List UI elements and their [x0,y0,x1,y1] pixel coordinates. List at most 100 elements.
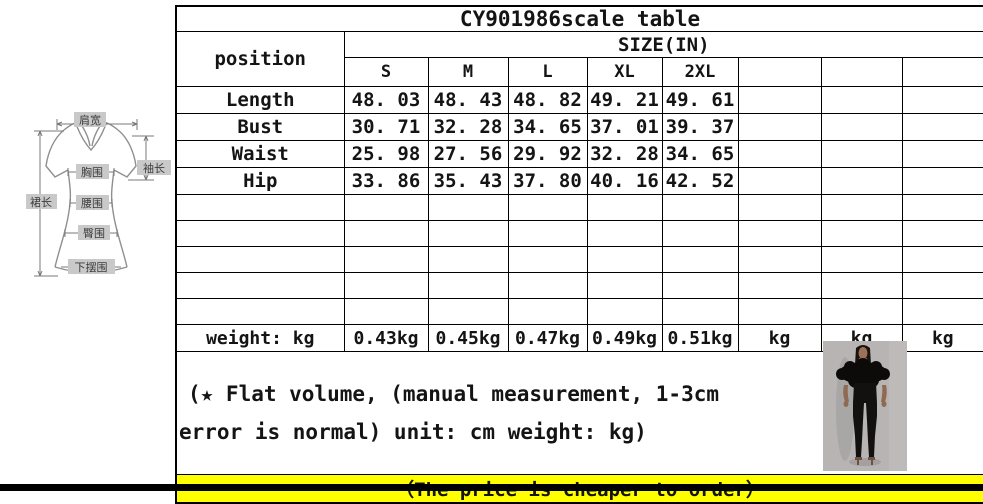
size-col-s: S [343,57,429,87]
dress-measurement-diagram: 肩宽 袖长 裙长 胸围 腰围 臀围 下摆围 [26,112,171,277]
empty-cell [175,272,345,299]
cell-value: 37. 01 [586,113,663,141]
empty-cell [661,246,739,273]
empty-cell [737,220,822,247]
product-photo [823,341,907,471]
empty-cell [901,194,983,221]
bottom-border-bar [0,484,983,491]
empty-cell [427,220,509,247]
empty-cell [661,298,739,325]
size-chart-page: 肩宽 袖长 裙长 胸围 腰围 臀围 下摆围 CY901986scale tabl… [0,5,983,504]
cell-value: 33. 86 [343,167,429,195]
empty-cell [737,194,822,221]
cell-value: 39. 37 [661,113,739,141]
empty-row [175,194,983,221]
row-label: Bust [175,113,345,141]
cell-value: 42. 52 [661,167,739,195]
note-line-2: error is normal) unit: cm weight: kg) [179,420,647,444]
size-col-empty [737,57,822,87]
size-col-empty [820,57,903,87]
table-row-hip: Hip 33. 86 35. 43 37. 80 40. 16 42. 52 [175,167,983,195]
cell-value: 27. 56 [427,140,509,168]
weight-value: 0.43kg [343,324,429,352]
cell-value: 40. 16 [586,167,663,195]
table-row-waist: Waist 25. 98 27. 56 29. 92 32. 28 34. 65 [175,140,983,168]
table-row-weight: weight: kg 0.43kg 0.45kg 0.47kg 0.49kg 0… [175,324,983,352]
empty-cell [175,194,345,221]
cell-value: 34. 65 [661,140,739,168]
empty-row [175,246,983,273]
empty-cell [175,246,345,273]
weight-row-label: weight: kg [175,324,345,352]
empty-cell [343,220,429,247]
empty-cell [820,246,903,273]
fur-top [836,358,890,388]
size-col-xl: XL [586,57,663,87]
weight-unit: kg [901,324,983,352]
diagram-labels: 肩宽 袖长 裙长 胸围 腰围 臀围 下摆围 [26,112,171,274]
empty-cell [661,220,739,247]
empty-cell [901,86,983,114]
empty-cell [507,220,588,247]
empty-cell [737,246,822,273]
empty-cell [820,113,903,141]
empty-cell [901,140,983,168]
size-col-2xl: 2XL [661,57,739,87]
empty-cell [820,272,903,299]
empty-cell [343,194,429,221]
empty-cell [343,272,429,299]
empty-cell [661,272,739,299]
empty-cell [427,272,509,299]
cell-value: 48. 03 [343,86,429,114]
measurement-note: (★ Flat volume, (manual measurement, 1-3… [177,375,983,451]
empty-cell [820,194,903,221]
empty-cell [901,220,983,247]
cell-value: 48. 43 [427,86,509,114]
hem-label: 下摆围 [75,260,108,274]
cell-value: 35. 43 [427,167,509,195]
position-header: position [175,31,345,87]
empty-cell [427,194,509,221]
row-label: Waist [175,140,345,168]
table-row-length: Length 48. 03 48. 43 48. 82 49. 21 49. 6… [175,86,983,114]
row-label: Hip [175,167,345,195]
cell-value: 37. 80 [507,167,588,195]
empty-cell [737,167,822,195]
cell-value: 49. 21 [586,86,663,114]
empty-cell [586,194,663,221]
empty-cell [661,194,739,221]
weight-value: 0.45kg [427,324,509,352]
empty-row [175,272,983,299]
model-figure [836,345,890,465]
empty-row [175,220,983,247]
weight-value: 0.51kg [661,324,739,352]
empty-row [175,298,983,325]
cell-value: 48. 82 [507,86,588,114]
empty-cell [343,298,429,325]
dress-length-label: 裙长 [30,196,52,209]
empty-cell [586,298,663,325]
heels [855,457,875,465]
cell-value: 25. 98 [343,140,429,168]
cell-value: 29. 92 [507,140,588,168]
empty-cell [586,246,663,273]
sleeve-length-label: 袖长 [143,161,165,175]
empty-cell [507,194,588,221]
empty-cell [901,246,983,273]
empty-cell [507,246,588,273]
empty-cell [820,167,903,195]
table-title: CY901986scale table [175,5,983,32]
empty-cell [737,298,822,325]
size-chart-table: CY901986scale table position SIZE(IN) S … [175,5,983,504]
empty-cell [820,86,903,114]
cell-value: 34. 65 [507,113,588,141]
row-label: Length [175,86,345,114]
size-col-l: L [507,57,588,87]
bust-label: 胸围 [81,165,103,179]
empty-cell [737,272,822,299]
empty-cell [427,246,509,273]
empty-cell [507,272,588,299]
empty-cell [175,298,345,325]
empty-cell [343,246,429,273]
note-line-1: (★ Flat volume, (manual measurement, 1-3… [188,382,720,406]
